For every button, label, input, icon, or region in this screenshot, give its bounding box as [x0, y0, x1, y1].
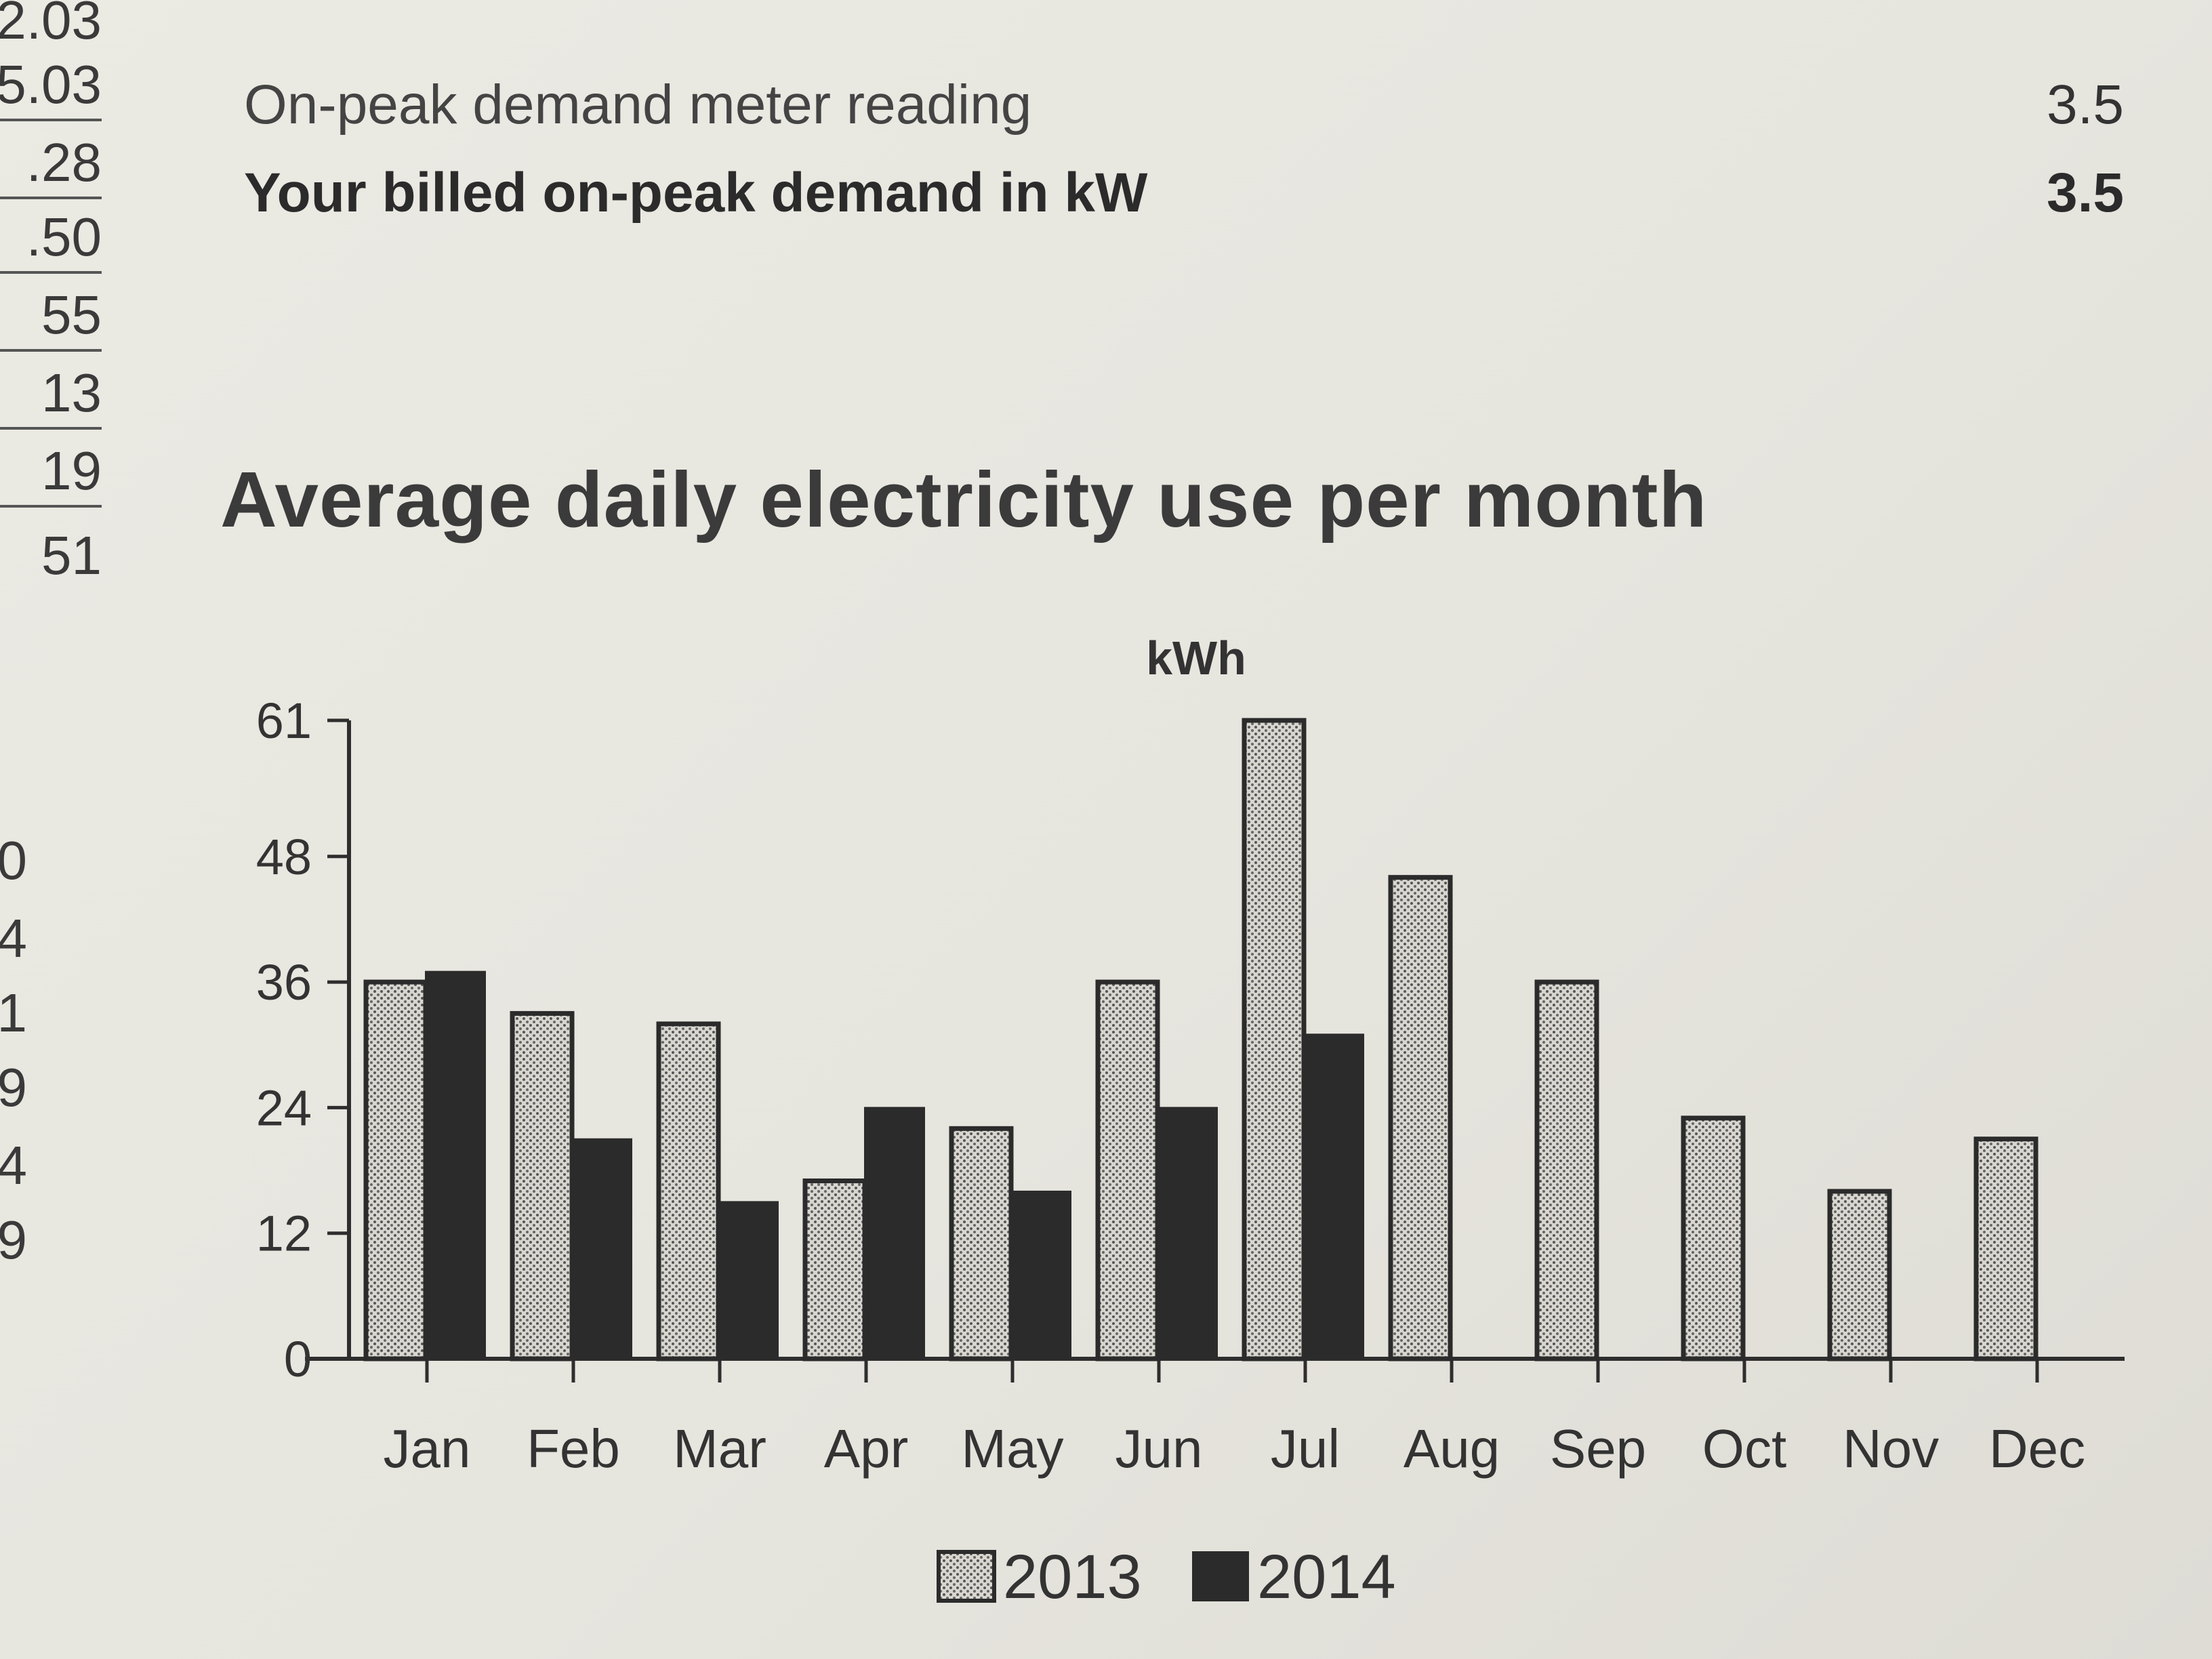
- x-tick-label: Jun: [1115, 1418, 1203, 1479]
- bar-2014-jul: [1303, 1033, 1364, 1359]
- legend-label: 2014: [1257, 1542, 1396, 1612]
- x-tick-label: Jul: [1271, 1418, 1340, 1479]
- x-tick-label: Sep: [1550, 1418, 1646, 1479]
- margin-value: 51: [41, 525, 102, 586]
- bar-2013-sep: [1534, 979, 1599, 1361]
- legend-swatch-2013: [937, 1550, 996, 1603]
- bar-2013-mar: [656, 1021, 721, 1361]
- margin-value: 13: [41, 363, 102, 423]
- bar-2014-mar: [718, 1201, 779, 1359]
- y-tick-label: 24: [256, 1080, 312, 1136]
- chart-title: Average daily electricity use per month: [220, 455, 1708, 544]
- bar-2013-aug: [1388, 875, 1453, 1361]
- margin-value: 4: [0, 1135, 27, 1195]
- margin-value: 9: [0, 1210, 27, 1270]
- bar-2013-may: [949, 1126, 1014, 1361]
- bar-2013-feb: [510, 1010, 575, 1361]
- bar-2013-jul: [1242, 718, 1307, 1361]
- x-tick-label: Nov: [1843, 1418, 1939, 1479]
- y-axis-unit-label: kWh: [1146, 632, 1246, 684]
- y-tick-label: 48: [256, 829, 312, 885]
- billed-demand-value: 3.5: [2047, 162, 2124, 224]
- legend-label: 2013: [1003, 1542, 1142, 1612]
- legend-swatch-2014: [1192, 1551, 1249, 1601]
- x-tick-label: Apr: [824, 1418, 909, 1479]
- x-tick-label: Oct: [1702, 1418, 1786, 1479]
- margin-value: 19: [41, 441, 102, 501]
- bar-2014-feb: [571, 1138, 632, 1360]
- x-tick-label: Feb: [527, 1418, 620, 1479]
- margin-value: 1: [0, 983, 27, 1043]
- bar-2013-nov: [1827, 1189, 1892, 1361]
- meter-reading-value: 3.5: [2047, 74, 2124, 136]
- margin-value: 55: [41, 285, 102, 345]
- margin-value: 2.03: [0, 0, 102, 50]
- y-tick-label: 36: [256, 954, 312, 1010]
- x-tick-label: Dec: [1989, 1418, 2085, 1479]
- y-tick-label: 61: [256, 693, 312, 749]
- left-margin-column: 2.03 5.03.28.50 55 13 19 51 0 4 1 9 4 9: [0, 0, 102, 1659]
- margin-rule: [0, 271, 102, 274]
- margin-rule: [0, 427, 102, 430]
- bar-2014-may: [1010, 1190, 1071, 1360]
- margin-value: .50: [26, 207, 102, 267]
- margin-rule: [0, 119, 102, 121]
- billed-demand-row: Your billed on-peak demand in kW 3.5: [244, 161, 2124, 225]
- bar-2014-jan: [425, 970, 486, 1359]
- margin-value: 4: [0, 908, 27, 968]
- meter-reading-label: On-peak demand meter reading: [244, 74, 1032, 136]
- margin-rule: [0, 197, 102, 199]
- x-tick-label: Mar: [673, 1418, 766, 1479]
- bar-2013-dec: [1973, 1136, 2039, 1361]
- x-tick-label: Aug: [1404, 1418, 1500, 1479]
- margin-value: .28: [26, 132, 102, 192]
- y-tick-label: 0: [284, 1331, 312, 1387]
- bar-2014-jun: [1157, 1107, 1218, 1360]
- bar-2013-jun: [1095, 979, 1160, 1361]
- margin-rule: [0, 505, 102, 508]
- margin-value: 0: [0, 830, 27, 890]
- bar-2013-apr: [802, 1178, 867, 1361]
- bar-2013-oct: [1681, 1115, 1746, 1361]
- x-tick-label: May: [961, 1418, 1063, 1479]
- x-tick-label: Jan: [384, 1418, 471, 1479]
- bar-2013-jan: [363, 979, 428, 1361]
- margin-value: 5.03: [0, 54, 102, 115]
- y-tick-label: 12: [256, 1206, 312, 1262]
- billed-demand-label: Your billed on-peak demand in kW: [244, 162, 1148, 224]
- margin-rule: [0, 349, 102, 352]
- margin-value: 9: [0, 1057, 27, 1118]
- meter-reading-row: On-peak demand meter reading 3.5: [244, 73, 2124, 137]
- bar-2014-apr: [864, 1107, 925, 1360]
